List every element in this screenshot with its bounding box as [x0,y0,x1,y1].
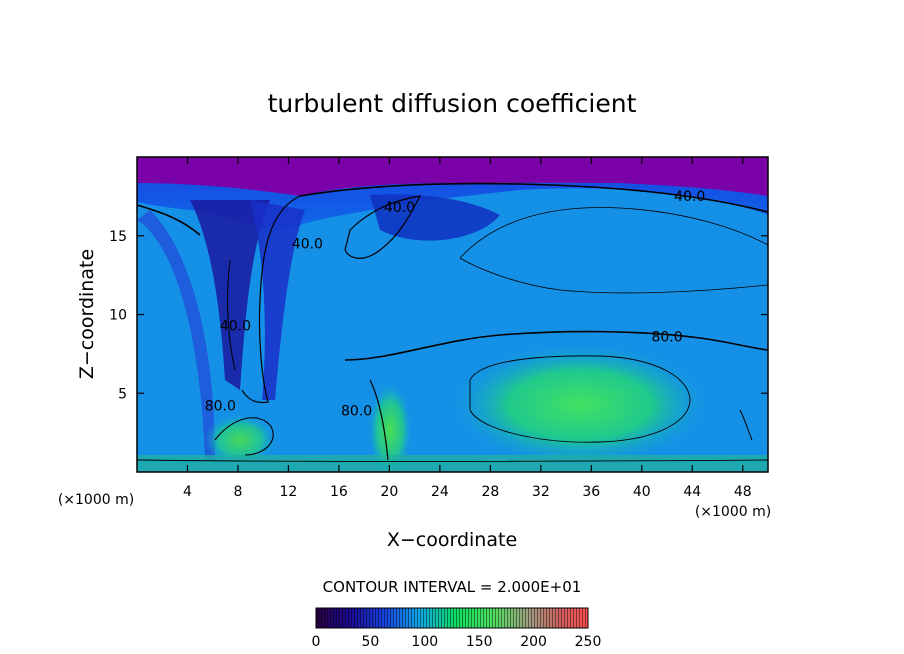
colorbar-tick-label: 50 [361,634,379,650]
x-tick-label: 24 [431,484,449,500]
x-tick-label: 48 [734,484,752,500]
contour-interval-text: CONTOUR INTERVAL = 2.000E+01 [323,578,582,596]
contour-label: 40.0 [384,200,415,216]
y-axis-label: Z−coordinate [76,249,98,379]
x-tick-label: 44 [683,484,701,500]
x-axis-ticks: 4 8 12 16 20 24 28 32 36 40 44 48 [183,157,752,500]
colorbar-tick-label: 0 [312,634,321,650]
contour-label: 40.0 [220,318,251,334]
colorbar-tick-label: 200 [520,634,547,650]
x-axis-unit: (×1000 m) [695,504,771,520]
colorbar-tick-label: 150 [466,634,493,650]
colorbar-frame [315,607,589,629]
colorbar-stripes [316,608,588,628]
x-tick-label: 32 [532,484,550,500]
contour-label: 40.0 [292,236,323,252]
contour-label: 80.0 [205,399,236,415]
contour-label: 80.0 [651,329,682,345]
contour-label: 80.0 [341,403,372,419]
y-axis-unit: (×1000 m) [58,492,134,508]
x-tick-label: 20 [380,484,398,500]
colorbar-tick-label: 100 [411,634,438,650]
chart-title: turbulent diffusion coefficient [268,89,637,118]
x-tick-label: 40 [633,484,651,500]
y-tick-label: 5 [118,386,127,402]
x-tick-label: 8 [233,484,242,500]
y-tick-label: 10 [109,308,127,324]
x-tick-label: 36 [582,484,600,500]
y-axis-ticks: 5 10 15 [109,229,768,402]
x-tick-label: 28 [481,484,499,500]
contour-lines [137,182,768,462]
x-tick-label: 4 [183,484,192,500]
x-axis-label: X−coordinate [387,529,517,551]
x-tick-label: 16 [330,484,348,500]
x-tick-label: 12 [280,484,298,500]
contour-labels: 40.0 40.0 40.0 40.0 80.0 80.0 80.0 [205,189,706,419]
colorbar-ticks: 0 50 100 150 200 250 [312,634,602,650]
y-tick-label: 15 [109,229,127,245]
colorbar-tick-label: 250 [575,634,602,650]
contour-label: 40.0 [674,189,705,205]
